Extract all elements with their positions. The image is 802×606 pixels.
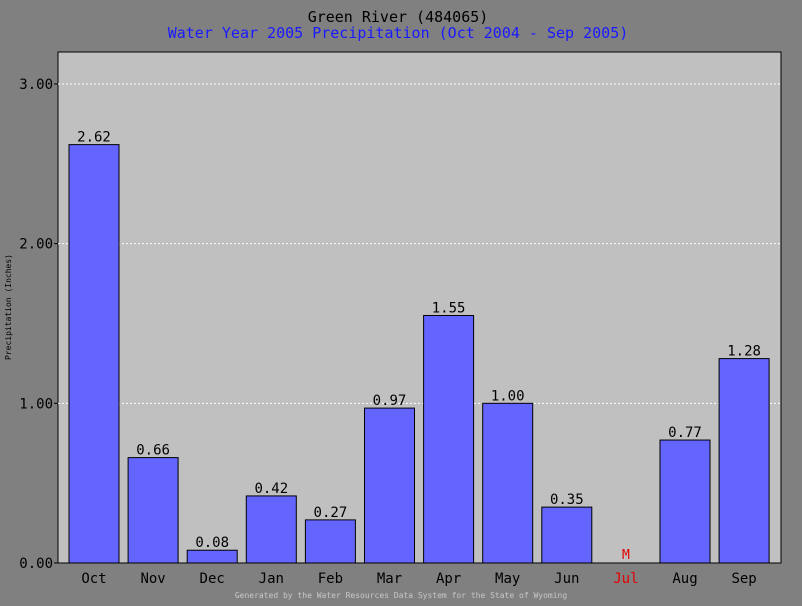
bar-feb (304, 519, 356, 564)
bar-oct (68, 144, 120, 564)
x-tick-label: Feb (318, 571, 343, 587)
value-label: 0.27 (314, 505, 348, 521)
bar-aug (659, 439, 711, 564)
y-tick-label: 2.00 (19, 237, 53, 253)
value-label: 1.28 (727, 344, 761, 360)
x-tick-label: Dec (200, 571, 225, 587)
value-labels: 2.62 0.66 0.08 0.42 0.27 0.97 1.55 1.00 0.35 M 0.7… (77, 130, 761, 563)
y-tick-label: 0.00 (19, 556, 53, 572)
bar-jun (541, 506, 593, 564)
bar-dec (186, 549, 238, 564)
value-label: 2.62 (77, 130, 111, 146)
y-axis-ticks: 0.00 1.00 2.00 3.00 (19, 77, 58, 572)
value-label: 0.66 (136, 443, 170, 459)
x-tick-label: Jul (613, 571, 638, 587)
x-tick-label: Jun (554, 571, 579, 587)
chart-title: Green River (484065) (308, 8, 489, 26)
bar-apr (423, 314, 475, 564)
bar-jan (245, 495, 297, 564)
x-tick-label: Mar (377, 571, 402, 587)
bar-sep (718, 358, 770, 564)
value-label: 0.42 (254, 481, 288, 497)
value-label: 0.35 (550, 492, 584, 508)
bar-mar (364, 407, 415, 564)
value-label: 0.77 (668, 425, 702, 441)
value-label: 0.08 (195, 535, 229, 551)
bar-nov (127, 457, 179, 564)
x-tick-label: Nov (140, 571, 165, 587)
x-tick-label: Jan (259, 571, 284, 587)
y-axis-label: Precipitation (Inches) (4, 254, 13, 360)
y-tick-label: 1.00 (19, 396, 53, 412)
gridlines (58, 83, 781, 404)
bar-may (482, 402, 534, 564)
bars (68, 144, 770, 564)
value-label: 1.55 (432, 300, 466, 316)
chart-subtitle: Water Year 2005 Precipitation (Oct 2004 … (168, 24, 629, 42)
x-tick-label: May (495, 571, 520, 587)
x-tick-label: Apr (436, 571, 461, 587)
missing-marker: M (622, 548, 630, 563)
value-label: 0.97 (373, 393, 407, 409)
x-axis-ticks: Oct Nov Dec Jan Feb Mar Apr May Jun Jul Aug Sep (81, 571, 756, 587)
x-tick-label: Oct (81, 571, 106, 587)
value-label: 1.00 (491, 388, 525, 404)
x-tick-label: Sep (731, 571, 756, 587)
y-tick-label: 3.00 (19, 77, 53, 93)
footer-credit: Generated by the Water Resources Data Sy… (235, 591, 568, 600)
x-tick-label: Aug (672, 571, 697, 587)
